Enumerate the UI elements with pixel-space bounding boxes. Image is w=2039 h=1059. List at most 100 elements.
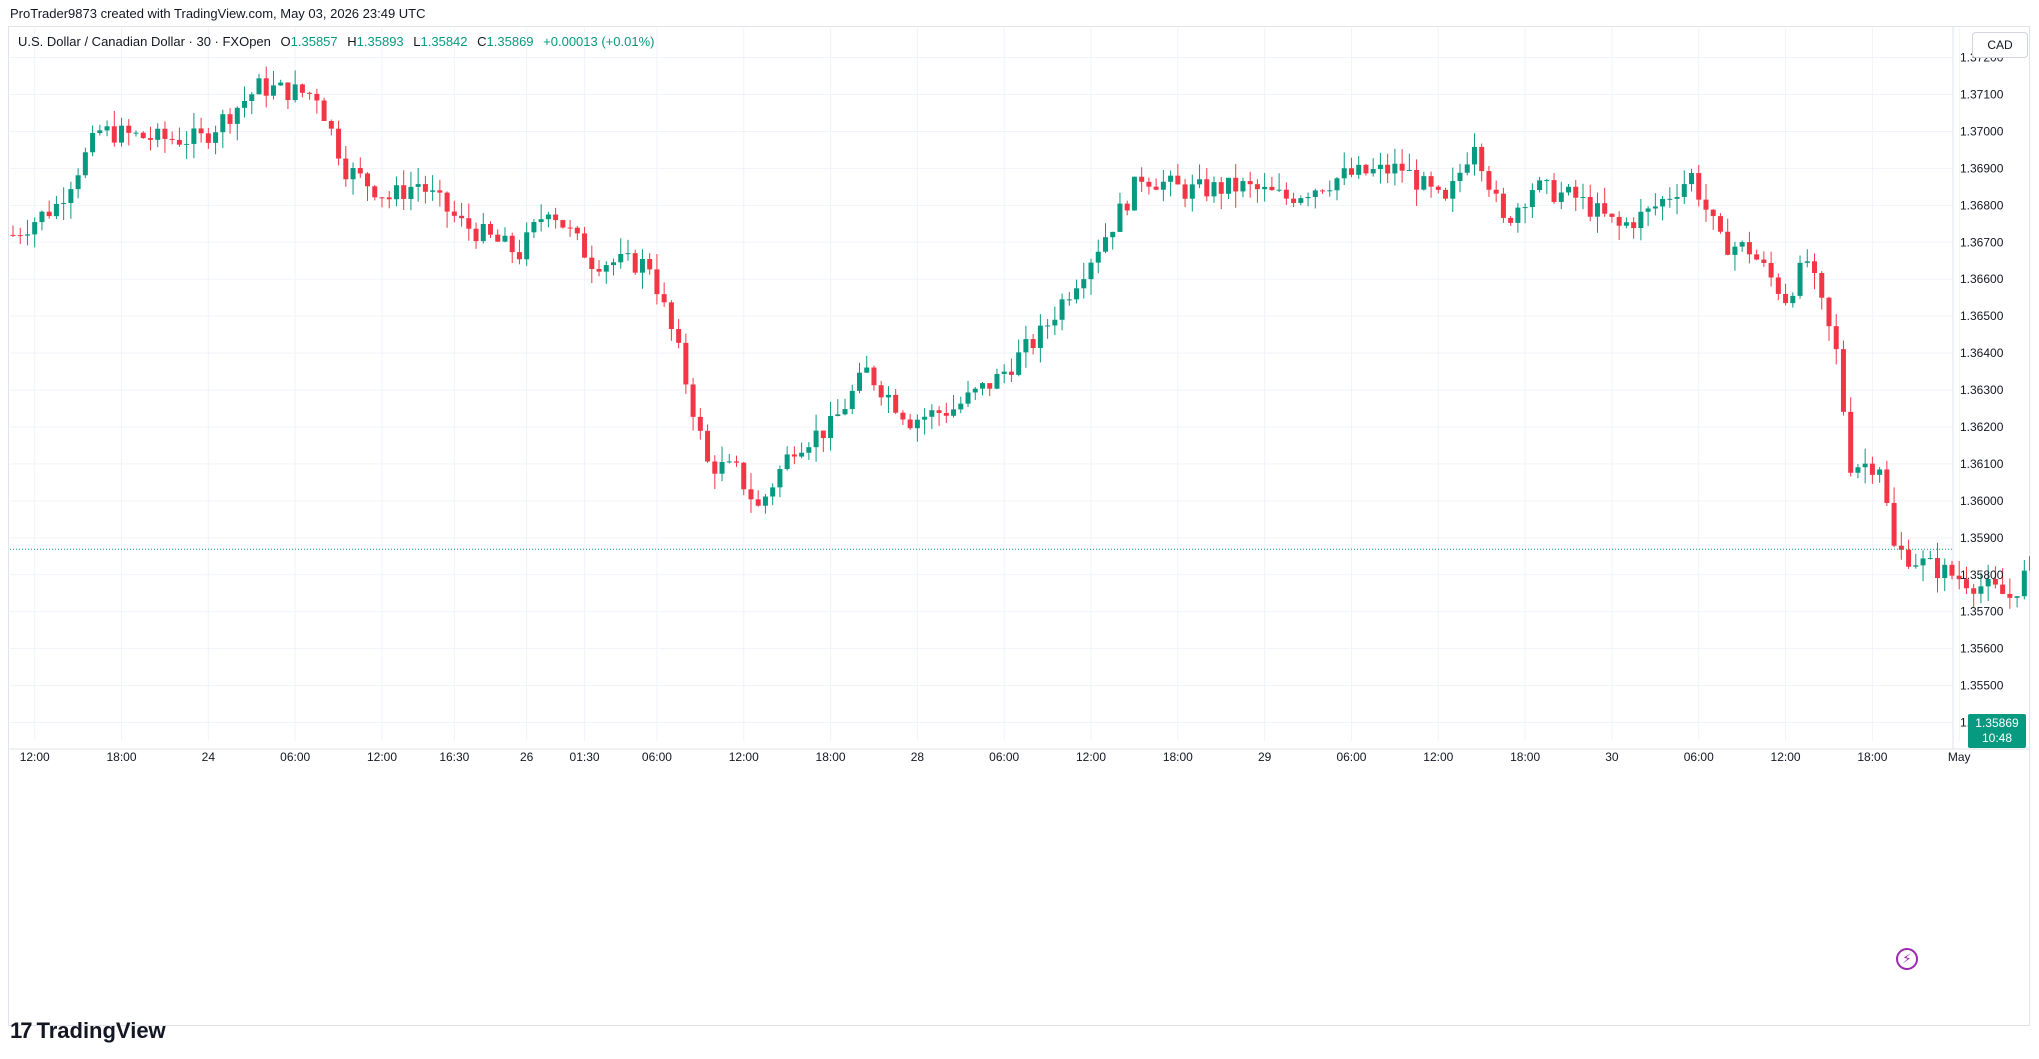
candle-body (806, 447, 812, 453)
candle-body (1956, 575, 1962, 580)
candle-body (1761, 259, 1767, 263)
currency-button[interactable]: CAD (1972, 32, 2028, 58)
candle-body (357, 168, 363, 174)
candle-body (951, 409, 957, 416)
x-tick-label: 18:00 (1510, 750, 1540, 764)
candle-body (943, 412, 949, 416)
candle-body (1370, 169, 1376, 174)
candle-body (784, 454, 790, 470)
candle-body (1457, 172, 1463, 182)
candle-body (1631, 222, 1637, 229)
symbol-name[interactable]: U.S. Dollar / Canadian Dollar · 30 · FXO… (18, 34, 271, 49)
candle-body (1262, 186, 1268, 190)
y-tick-label: 1.37000 (1960, 124, 2004, 138)
candle-body (24, 234, 30, 236)
candle-body (1117, 203, 1123, 232)
candle-body (242, 101, 248, 108)
close-value: 1.35869 (486, 34, 534, 49)
candle-body (770, 487, 776, 497)
candle-body (531, 222, 537, 233)
candle-body (314, 93, 320, 101)
candle-body (278, 82, 284, 86)
y-tick-label: 1.36000 (1960, 494, 2004, 508)
x-tick-label: 18:00 (1163, 750, 1193, 764)
candle-body (734, 461, 739, 463)
candle-body (1869, 463, 1875, 475)
candle-body (213, 132, 219, 143)
x-tick-label: 06:00 (280, 750, 310, 764)
tradingview-logo[interactable]: 17 TradingView (10, 1018, 166, 1044)
candle-body (1312, 190, 1318, 197)
y-tick-label: 1.36300 (1960, 383, 2004, 397)
candle-body (1746, 242, 1752, 255)
candle-body (1732, 246, 1738, 255)
x-tick-label: 18:00 (107, 750, 137, 764)
candle-body (285, 82, 291, 101)
last-price-value: 1.35869 (1975, 716, 2019, 730)
candle-body (1334, 178, 1340, 191)
candle-body (1095, 251, 1101, 263)
candle-body (162, 128, 168, 139)
candle-body (1471, 146, 1477, 165)
candle-body (893, 394, 899, 413)
candle-body (328, 121, 334, 129)
candle-body (1240, 181, 1246, 192)
candle-body (1406, 169, 1412, 171)
candle-body (1008, 371, 1014, 375)
x-tick-label: 12:00 (729, 750, 759, 764)
y-tick-label: 1.36200 (1960, 420, 2004, 434)
candle-body (654, 269, 660, 295)
candle-body (1124, 203, 1130, 211)
candle-body (1298, 198, 1304, 203)
candle-body (1175, 175, 1181, 185)
lightning-bolt-icon[interactable]: ⚡ (1896, 948, 1918, 970)
x-tick-label: 26 (520, 750, 534, 764)
candle-body (553, 214, 559, 221)
candle-body (365, 173, 371, 187)
x-tick-label: 06:00 (642, 750, 672, 764)
candle-body (1522, 207, 1528, 209)
candle-body (1949, 564, 1955, 576)
y-tick-label: 1.35600 (1960, 642, 2004, 656)
x-tick-label: 12:00 (20, 750, 50, 764)
candle-body (379, 197, 385, 199)
candle-body (1717, 216, 1723, 232)
y-tick-label: 1.36600 (1960, 272, 2004, 286)
candle-body (647, 259, 653, 270)
candlestick-chart[interactable]: 1.372001.371001.370001.369001.368001.367… (8, 26, 2030, 1026)
candle-body (444, 192, 450, 212)
candle-body (1703, 199, 1709, 210)
candle-body (220, 114, 226, 133)
candle-body (618, 254, 624, 263)
candle-body (1645, 208, 1651, 212)
candle-body (1074, 288, 1080, 300)
candle-body (2007, 593, 2013, 598)
candle-body (1247, 181, 1253, 185)
candle-body (17, 235, 23, 237)
candle-body (1992, 578, 1998, 585)
candle-body (256, 78, 262, 95)
candle-body (1254, 184, 1260, 190)
candle-body (799, 452, 805, 457)
candle-body (90, 132, 96, 153)
candle-body (1182, 184, 1188, 199)
candle-body (1812, 261, 1818, 274)
candle-body (488, 224, 494, 235)
candle-body (668, 302, 674, 330)
candle-body (1862, 463, 1868, 468)
candle-body (690, 384, 696, 417)
x-tick-label: 24 (202, 750, 216, 764)
open-value: 1.35857 (290, 34, 338, 49)
x-tick-label: 12:00 (1771, 750, 1801, 764)
symbol-legend: U.S. Dollar / Canadian Dollar · 30 · FXO… (18, 34, 654, 49)
candle-body (1341, 168, 1347, 179)
attribution-header: ProTrader9873 created with TradingView.c… (10, 6, 426, 21)
candle-body (1197, 179, 1203, 185)
candle-body (1030, 339, 1036, 349)
candle-body (1884, 469, 1890, 503)
candle-body (1906, 549, 1912, 567)
candle-body (697, 416, 703, 431)
candle-body (625, 253, 631, 255)
candle-body (1146, 181, 1152, 187)
candle-body (1652, 206, 1658, 209)
